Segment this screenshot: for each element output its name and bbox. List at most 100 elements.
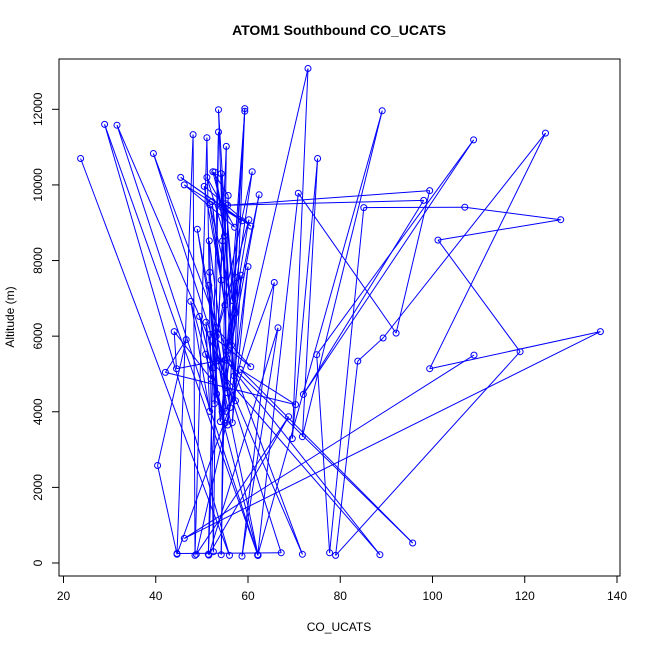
data-point [229, 297, 237, 305]
y-tick-label: 2000 [31, 474, 45, 501]
series-segment [301, 158, 319, 437]
x-tick-label: 100 [422, 589, 442, 603]
series-segment [195, 416, 290, 555]
data-point [244, 263, 252, 271]
data-point [170, 328, 178, 336]
data-point [232, 309, 239, 317]
data-point [298, 433, 306, 441]
data-point [215, 106, 222, 114]
x-tick-label: 20 [57, 589, 71, 603]
series-segment [316, 139, 475, 355]
data-point [313, 351, 321, 359]
series-segment [195, 68, 309, 555]
data-point [238, 217, 246, 225]
data-point [230, 372, 238, 380]
data-point [332, 551, 340, 559]
series-segment [382, 132, 546, 339]
data-point [233, 274, 241, 282]
series-segment [257, 193, 299, 556]
data-point [254, 551, 262, 559]
data-point [294, 189, 302, 197]
series-segment [241, 282, 275, 557]
data-point [326, 549, 334, 557]
y-tick-label: 10000 [31, 168, 45, 202]
data-point [203, 173, 211, 181]
data-point [206, 201, 214, 209]
y-axis-label: Altitude (m) [3, 286, 17, 347]
series-segment [194, 137, 208, 556]
data-point [292, 401, 299, 409]
series-segment [173, 331, 177, 369]
series-segment [291, 158, 319, 439]
data-point [193, 225, 201, 233]
data-point [205, 551, 213, 559]
data-point [180, 534, 188, 542]
data-point [211, 324, 219, 331]
series-segment [209, 333, 252, 368]
series-segment [335, 361, 359, 556]
x-tick-label: 80 [334, 589, 348, 603]
series-segment [209, 334, 212, 379]
data-point [314, 155, 322, 162]
series-segment [206, 177, 236, 228]
data-point [227, 341, 235, 349]
data-point [203, 134, 211, 142]
data-point [247, 363, 255, 371]
data-point [226, 404, 234, 412]
series-segment [227, 199, 424, 206]
data-point [379, 334, 387, 342]
data-point [237, 271, 245, 279]
data-point [461, 203, 469, 211]
data-point [557, 216, 565, 224]
data-point [222, 142, 230, 150]
series-segment [316, 354, 331, 553]
series-segment [205, 322, 214, 368]
series-segment [199, 316, 226, 424]
series-segment [233, 108, 246, 376]
series-segment [205, 354, 259, 556]
data-point [182, 336, 190, 344]
data-point [177, 173, 185, 181]
data-point [202, 350, 210, 358]
series-segment [329, 207, 365, 553]
data-point [241, 105, 249, 113]
data-point [206, 407, 214, 415]
data-point [224, 201, 232, 209]
data-point [228, 419, 236, 427]
data-point [248, 168, 256, 176]
series-segment [206, 177, 225, 237]
data-point [470, 136, 478, 144]
data-point [221, 356, 229, 364]
data-point [206, 268, 214, 276]
data-point [238, 552, 246, 560]
x-axis: 20 40 60 80 100 120 140 [57, 575, 627, 603]
data-point [245, 216, 253, 224]
series-segment [241, 327, 279, 557]
series-segment [395, 190, 431, 334]
series-segment [437, 239, 521, 352]
data-point [409, 539, 417, 547]
series-segment [176, 282, 275, 555]
series-segment [215, 219, 250, 337]
y-tick-label: 12000 [31, 92, 45, 126]
series-segment [221, 275, 242, 413]
series-segment [104, 124, 259, 555]
series-segment [157, 465, 178, 555]
series-segment [80, 158, 230, 556]
series-segment [214, 327, 252, 368]
data-point [354, 357, 362, 365]
series-segment [116, 125, 259, 555]
data-point [218, 203, 226, 211]
data-point [187, 297, 195, 305]
series-segment [184, 331, 601, 539]
series-segment [165, 371, 296, 406]
data-point [101, 120, 109, 128]
series-segment [302, 200, 425, 395]
data-point [191, 551, 199, 559]
data-point [202, 318, 210, 326]
series-segment [220, 173, 236, 401]
y-tick-label: 8000 [31, 247, 45, 274]
data-point [378, 107, 386, 115]
series-segment [335, 351, 521, 556]
series-segment [257, 110, 383, 556]
